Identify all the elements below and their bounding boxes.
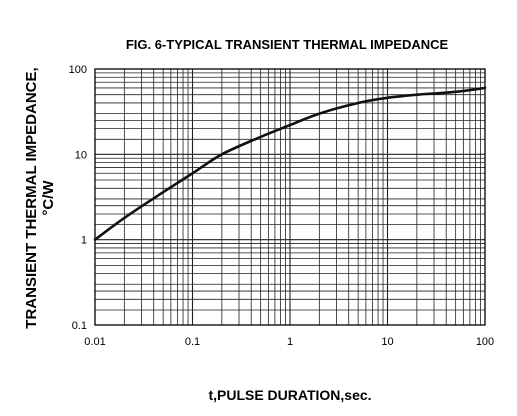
y-tick-label: 0.1 <box>72 320 87 332</box>
y-tick-label: 1 <box>81 235 87 247</box>
y-tick-labels: 0.1 1 10 100 <box>69 64 87 332</box>
plot-frame <box>94 68 486 326</box>
data-series <box>93 86 487 241</box>
x-tick-label: 1 <box>287 336 293 348</box>
y-tick-label: 100 <box>69 64 87 76</box>
x-tick-label: 0.01 <box>84 336 105 348</box>
chart-title: FIG. 6-TYPICAL TRANSIENT THERMAL IMPEDAN… <box>126 37 449 52</box>
y-axis-label-line2: °C/W <box>40 180 57 216</box>
x-tick-label: 100 <box>476 336 494 348</box>
impedance-curve <box>93 86 487 241</box>
y-tick-label: 10 <box>75 149 87 161</box>
x-tick-labels: 0.01 0.1 1 10 100 <box>84 336 494 348</box>
grid-lines <box>95 69 485 325</box>
x-tick-label: 0.1 <box>185 336 200 348</box>
y-axis-label-group: TRANSIENT THERMAL IMPEDANCE, °C/W <box>23 67 57 328</box>
y-axis-label-line1: TRANSIENT THERMAL IMPEDANCE, <box>23 67 40 328</box>
x-axis-label: t,PULSE DURATION,sec. <box>208 387 371 403</box>
x-tick-label: 10 <box>381 336 393 348</box>
